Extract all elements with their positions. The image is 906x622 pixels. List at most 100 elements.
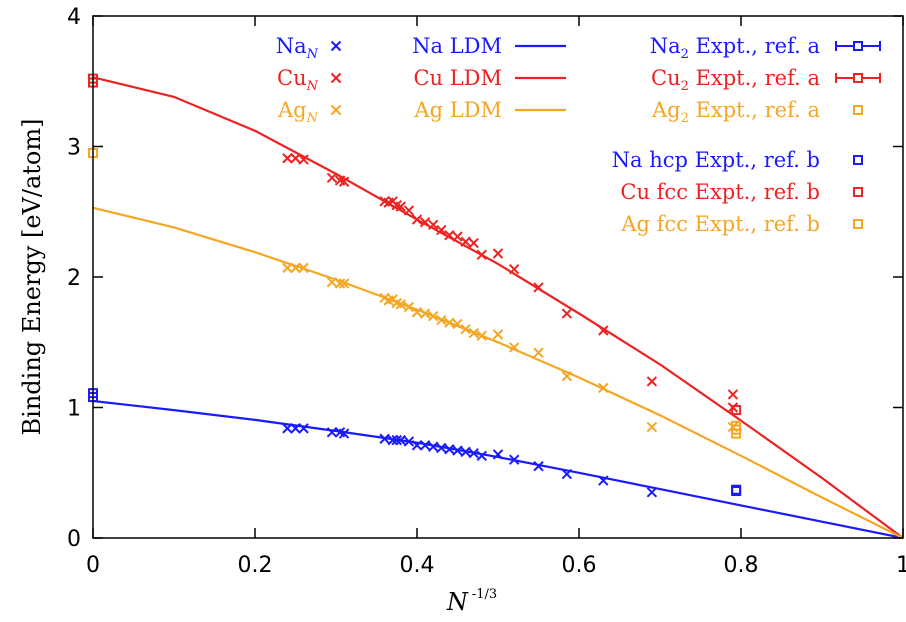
y-tick-label-4: 4 <box>67 5 81 30</box>
na-cluster-point-3 <box>326 427 338 438</box>
ag-cluster-point-20 <box>476 330 488 341</box>
na-cluster-point-19 <box>476 450 488 461</box>
legend-label-na-bulk: Na hcp Expt., ref. b <box>612 148 820 172</box>
x-tick-label-3: 0.6 <box>562 553 597 578</box>
cu-cluster-point-10 <box>395 201 407 212</box>
na-cluster-point-18 <box>468 447 479 459</box>
cu-cluster-point-28 <box>727 389 739 400</box>
na-cluster-point-24 <box>598 475 609 486</box>
ag-cluster-point-1 <box>290 262 301 274</box>
ag-cluster-point-0 <box>282 262 293 274</box>
x-axis-title-main: N <box>446 588 469 616</box>
na-cluster-point-20 <box>492 449 504 460</box>
na-cluster-point-1 <box>290 423 301 434</box>
cu-cluster-point-19 <box>468 237 479 249</box>
legend-label-cu-bulk: Cu fcc Expt., ref. b <box>620 180 820 204</box>
legend-swatch-na-bulk <box>853 155 863 165</box>
legend-swatch-cu-bulk <box>853 187 863 197</box>
legend-swatch-ag-n <box>330 104 342 116</box>
ag-cluster-point-26 <box>646 421 658 433</box>
x-tick-label-4: 0.8 <box>724 553 759 578</box>
legend-label-na-n: NaN <box>276 34 319 62</box>
legend-swatch-na-dimer <box>835 41 881 51</box>
cu-cluster-point-21 <box>492 248 504 259</box>
legend-label-na-ldm: Na LDM <box>412 34 502 58</box>
ag-cluster-point-18 <box>460 323 471 335</box>
na-cluster-point-6 <box>379 433 390 445</box>
ag-expt-point-2 <box>731 420 742 431</box>
na-cluster-point-9 <box>395 434 407 446</box>
ag-cluster-point-14 <box>427 310 439 322</box>
cu-cluster-point-11 <box>403 205 415 216</box>
na-dimer-point-1 <box>731 484 742 495</box>
ag-cluster-point-12 <box>411 307 423 318</box>
cu-cluster-point-3 <box>326 172 338 184</box>
na-cluster-point-15 <box>444 444 455 455</box>
na-cluster-point-11 <box>411 440 423 451</box>
legend-swatch-cu-dimer <box>835 73 881 83</box>
legend-swatch-na-n <box>330 40 342 52</box>
cu-cluster-point-22 <box>508 263 520 275</box>
na-cluster-point-2 <box>298 423 309 434</box>
ag-cluster-point-3 <box>326 277 338 288</box>
ag-cluster-point-25 <box>598 382 609 394</box>
cu-cluster-point-25 <box>598 325 609 336</box>
ag-cluster-point-16 <box>444 317 455 328</box>
cu-cluster-point-2 <box>298 154 309 165</box>
plot-area <box>88 73 904 540</box>
ldm-curves <box>92 76 904 540</box>
na-cluster-point-13 <box>427 441 439 452</box>
na-cluster-point-8 <box>391 434 402 446</box>
axis-ticks <box>92 15 904 539</box>
plot-frame <box>92 15 904 539</box>
legend-label-cu-ldm: Cu LDM <box>413 66 502 90</box>
x-tick-label-1: 0.2 <box>238 553 273 578</box>
legend-label-ag-n: AgN <box>277 98 319 126</box>
ag-cluster-point-13 <box>419 308 431 319</box>
x-axis-title: N -1/3 <box>446 587 497 616</box>
legend-label-ag-ldm: Ag LDM <box>413 98 502 122</box>
na-cluster-point-0 <box>282 423 293 434</box>
legend-label-ag-dimer: Ag2 Expt., ref. a <box>651 98 820 126</box>
ag-cluster-point-24 <box>561 370 573 382</box>
cu-cluster-point-24 <box>561 308 573 319</box>
ag-cluster-point-23 <box>533 347 544 358</box>
na-cluster-point-21 <box>508 454 520 465</box>
na-cluster-point-23 <box>561 468 573 480</box>
legend-label-cu-n: CuN <box>277 66 319 94</box>
cu-cluster-point-16 <box>444 230 455 241</box>
na-ldm-curve <box>92 399 904 540</box>
na-cluster-point-7 <box>387 434 398 446</box>
legend-swatch-ag-dimer <box>853 105 863 115</box>
cu-cluster-point-17 <box>452 231 463 242</box>
ag-cluster-point-22 <box>508 342 520 353</box>
ag-cluster-point-11 <box>403 301 415 313</box>
x-tick-label-2: 0.4 <box>400 553 435 578</box>
cu-cluster-point-18 <box>460 236 471 247</box>
cu-cluster-point-26 <box>646 376 658 387</box>
y-tick-label-2: 2 <box>67 266 81 291</box>
tick-labels: 0 0.2 0.4 0.6 0.8 1 0 1 2 3 4 <box>67 5 906 578</box>
ag-ldm-curve <box>92 206 904 539</box>
cu-cluster-point-12 <box>411 214 423 225</box>
ag-cluster-point-2 <box>298 262 309 274</box>
cu-cluster-point-15 <box>436 224 447 236</box>
na-cluster-point-25 <box>646 487 658 498</box>
ag-cluster-point-4 <box>334 278 346 289</box>
cu-cluster-point-23 <box>533 282 544 293</box>
na-cluster-point-14 <box>436 442 447 454</box>
cu-dimer-point-0 <box>731 405 742 416</box>
na-cluster-point-12 <box>419 440 431 451</box>
y-axis-title: Binding Energy [eV/atom] <box>18 119 46 436</box>
ag-cluster-point-5 <box>338 278 350 289</box>
x-axis-title-exponent: -1/3 <box>472 587 497 602</box>
legend-label-cu-dimer: Cu2 Expt., ref. a <box>651 66 820 94</box>
legend-label-na-dimer: Na2 Expt., ref. a <box>650 34 820 62</box>
cu-cluster-point-13 <box>419 216 431 228</box>
y-tick-label-1: 1 <box>67 397 81 422</box>
ag-cluster-point-10 <box>395 299 407 310</box>
na-cluster-point-16 <box>452 445 463 456</box>
cu-cluster-point-5 <box>338 176 350 187</box>
x-tick-label-5: 1 <box>896 553 906 578</box>
